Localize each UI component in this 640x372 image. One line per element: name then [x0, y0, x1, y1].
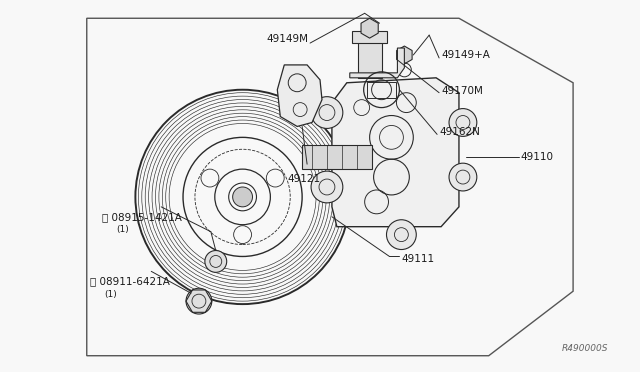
Text: 49162N: 49162N — [439, 127, 480, 137]
Circle shape — [449, 163, 477, 191]
Polygon shape — [277, 65, 322, 126]
Polygon shape — [397, 46, 412, 64]
Text: R490000S: R490000S — [561, 344, 608, 353]
Text: 49149+A: 49149+A — [441, 50, 490, 60]
Text: 49149M: 49149M — [266, 34, 308, 44]
Text: 49170M: 49170M — [441, 86, 483, 96]
Text: Ⓝ 08911-6421A: Ⓝ 08911-6421A — [90, 276, 170, 286]
Text: (1): (1) — [116, 225, 129, 234]
Text: (1): (1) — [104, 290, 117, 299]
Circle shape — [205, 250, 227, 272]
Bar — [358, 38, 381, 78]
Text: 49121: 49121 — [287, 174, 321, 184]
Text: 49110: 49110 — [520, 152, 554, 162]
Circle shape — [186, 288, 212, 314]
Circle shape — [311, 97, 343, 128]
Polygon shape — [332, 78, 459, 227]
Text: 49111: 49111 — [401, 254, 435, 264]
Circle shape — [387, 220, 416, 250]
Bar — [302, 145, 372, 169]
Circle shape — [311, 171, 343, 203]
Circle shape — [233, 187, 253, 207]
Text: Ⓦ 08915-1421A: Ⓦ 08915-1421A — [102, 212, 182, 222]
Polygon shape — [350, 48, 404, 78]
Bar — [352, 31, 387, 43]
Polygon shape — [361, 18, 378, 38]
Bar — [367, 82, 396, 98]
Circle shape — [449, 109, 477, 137]
